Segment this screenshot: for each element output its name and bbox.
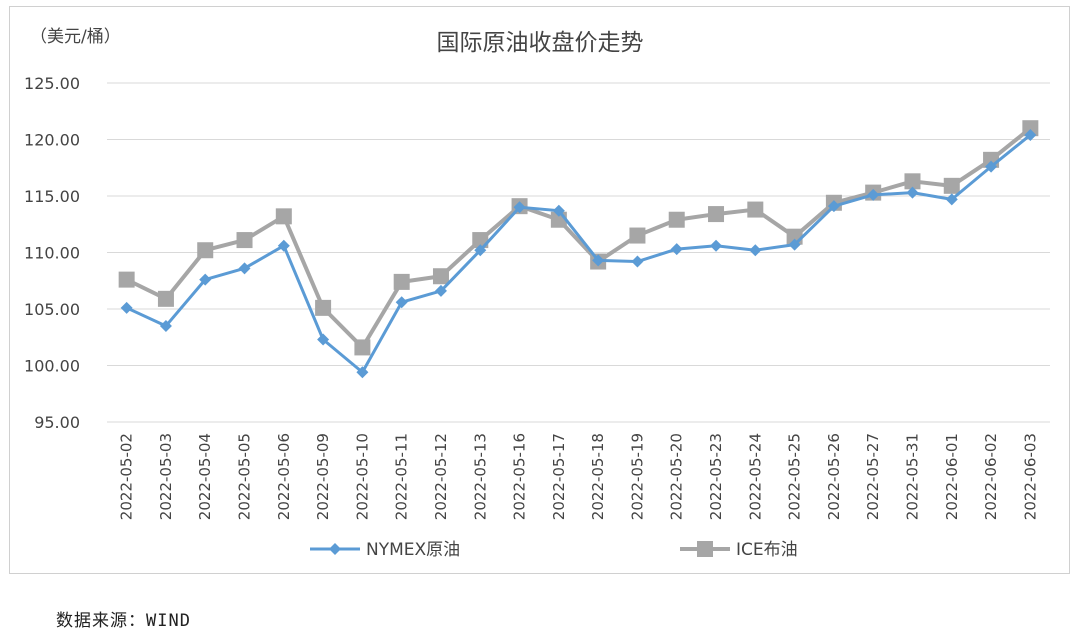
data-point (199, 273, 212, 286)
data-point (670, 243, 683, 256)
x-tick-label: 2022-05-23 (707, 433, 725, 520)
chart-frame (9, 6, 1070, 574)
x-tick-label: 2022-05-16 (511, 433, 529, 520)
y-tick-label: 100.00 (24, 357, 80, 376)
data-point (275, 208, 292, 225)
data-point (432, 268, 449, 285)
data-point (513, 201, 526, 214)
legend-label: ICE布油 (736, 540, 798, 560)
series-nymex (120, 128, 1037, 379)
data-point (943, 177, 960, 194)
x-tick-labels: 2022-05-02 2022-05-03 2022-05-04 2022-05-05… (118, 433, 1040, 520)
x-tick-label: 2022-06-02 (982, 433, 1000, 520)
data-point (708, 206, 725, 223)
legend-item-ice: ICE布油 (680, 540, 798, 560)
data-point (827, 200, 840, 213)
data-point (747, 201, 764, 218)
data-point (474, 244, 487, 257)
data-point (395, 296, 408, 309)
data-point (157, 290, 174, 307)
data-point (120, 301, 133, 314)
data-point (159, 319, 172, 332)
data-point (434, 284, 447, 297)
x-tick-label: 2022-05-03 (157, 433, 175, 520)
y-tick-label: 115.00 (24, 187, 80, 206)
data-point (985, 160, 998, 173)
data-point (945, 193, 958, 206)
series-layer (118, 120, 1039, 379)
data-point (867, 188, 880, 201)
x-tick-label: 2022-05-17 (550, 433, 568, 520)
data-point (197, 242, 214, 259)
x-tick-label: 2022-05-19 (628, 433, 646, 520)
x-tick-label: 2022-05-10 (353, 433, 371, 520)
x-tick-label: 2022-05-06 (275, 433, 293, 520)
source-note: 数据来源：WIND (56, 611, 191, 631)
data-point (788, 238, 801, 251)
x-tick-label: 2022-05-05 (236, 433, 254, 520)
data-point (356, 366, 369, 379)
y-tick-label: 110.00 (24, 244, 80, 263)
chart-title: 国际原油收盘价走势 (437, 30, 644, 56)
legend-marker (697, 541, 713, 557)
data-point (668, 211, 685, 228)
data-point (236, 232, 253, 249)
x-tick-label: 2022-05-11 (393, 433, 411, 520)
x-tick-label: 2022-05-20 (668, 433, 686, 520)
x-tick-label: 2022-06-01 (943, 433, 961, 520)
x-tick-label: 2022-05-27 (864, 433, 882, 520)
x-tick-label: 2022-05-04 (196, 433, 214, 520)
data-point (906, 186, 919, 199)
x-tick-label: 2022-05-12 (432, 433, 450, 520)
legend: NYMEX原油 ICE布油 (310, 540, 798, 560)
y-tick-label: 95.00 (34, 413, 80, 432)
y-tick-label: 125.00 (24, 74, 80, 93)
data-point (238, 262, 251, 275)
y-axis-unit: （美元/桶） (30, 27, 121, 47)
legend-item-nymex: NYMEX原油 (310, 540, 460, 560)
x-tick-label: 2022-05-24 (746, 433, 764, 520)
data-point (315, 299, 332, 316)
chart: 国际原油收盘价走势 （美元/桶） 95.00 100.00 105.00 110.00… (24, 27, 1050, 560)
data-point (317, 333, 330, 346)
data-point (710, 239, 723, 252)
legend-marker (329, 543, 341, 555)
x-tick-label: 2022-05-13 (471, 433, 489, 520)
data-point (629, 227, 646, 244)
x-tick-label: 2022-05-09 (314, 433, 332, 520)
x-tick-label: 2022-06-03 (1021, 433, 1039, 520)
data-point (1022, 120, 1039, 137)
series-line (126, 133, 1032, 374)
x-tick-label: 2022-05-31 (903, 433, 921, 520)
data-point (354, 339, 371, 356)
data-point (277, 239, 290, 252)
y-tick-label: 105.00 (24, 300, 80, 319)
gridlines (107, 82, 1050, 423)
data-point (631, 255, 644, 268)
data-point (552, 204, 565, 217)
data-point (393, 273, 410, 290)
x-tick-label: 2022-05-25 (786, 433, 804, 520)
y-tick-labels: 95.00 100.00 105.00 110.00 115.00 120.00 125.0… (24, 74, 80, 432)
data-point (118, 271, 135, 288)
series-ice (118, 120, 1039, 356)
x-tick-label: 2022-05-02 (118, 433, 136, 520)
data-point (1024, 128, 1037, 141)
x-tick-label: 2022-05-18 (589, 433, 607, 520)
data-point (592, 254, 605, 267)
y-tick-label: 120.00 (24, 131, 80, 150)
data-point (749, 244, 762, 257)
data-point (904, 173, 921, 190)
x-tick-label: 2022-05-26 (825, 433, 843, 520)
legend-label: NYMEX原油 (366, 540, 460, 560)
